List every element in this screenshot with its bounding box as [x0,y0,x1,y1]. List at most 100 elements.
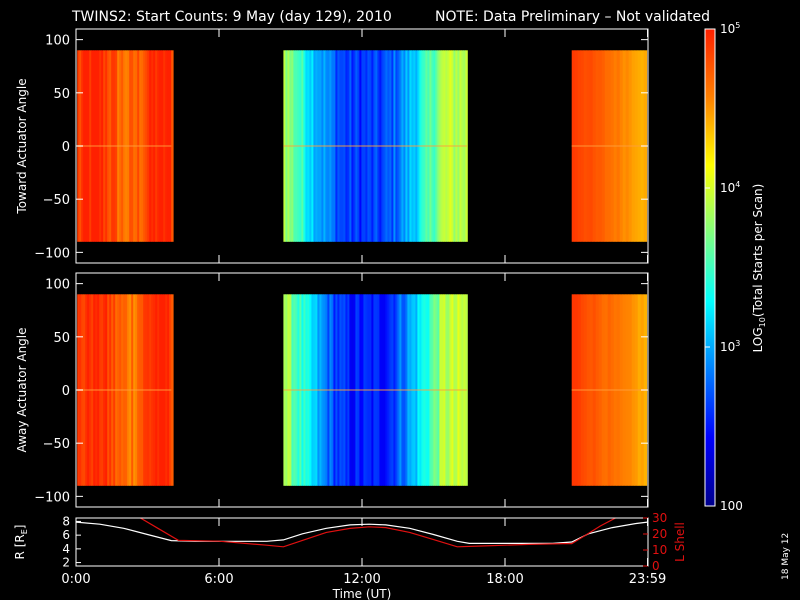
heatmap-column [157,294,160,486]
heatmap-column [169,294,172,486]
heatmap-column [309,50,312,242]
heatmap-column [457,50,460,242]
heatmap-column [409,294,412,486]
heatmap-column [387,50,390,242]
heatmap-column [339,294,342,486]
heatmap-column [285,50,288,242]
heatmap-column [89,294,92,486]
heatmap-column [125,50,128,242]
heatmap-column [301,294,304,486]
heatmap-column [395,294,398,486]
heatmap-column [347,50,350,242]
heatmap-column [103,50,106,242]
heatmap-column [343,294,346,486]
heatmap-column [133,294,136,486]
heatmap-column [155,294,158,486]
heatmap-column [399,294,402,486]
heatmap-column [153,50,156,242]
heatmap-column [451,294,454,486]
heatmap-column [433,294,436,486]
heatmap-column [373,294,376,486]
heatmap-column [117,50,120,242]
heatmap-column [413,50,416,242]
heatmap-column [345,50,348,242]
heatmap-column [121,294,124,486]
heatmap-column [313,50,316,242]
colorbar-tick-label: 100 [720,499,743,513]
heatmap-column [105,50,108,242]
heatmap-column [610,50,615,242]
heatmap-column [574,294,579,486]
x-tick-label: 6:00 [204,572,233,587]
heatmap-column [289,50,292,242]
heatmap-column [457,294,460,486]
heatmap-column [613,294,618,486]
heatmap-column [163,50,166,242]
heatmap-column [283,50,286,242]
heatmap-column [113,294,116,486]
colorbar: 100 103 104 105 LOG10(Total Starts per Scan… [704,21,767,513]
heatmap-column [363,294,366,486]
colorbar-gradient [705,29,715,506]
heatmap-column [453,294,456,486]
heatmap-column [391,294,394,486]
heatmap-column [595,50,600,242]
heatmap-column [283,294,286,486]
toward-y-label: Toward Actuator Angle [15,78,29,214]
heatmap-column [135,294,138,486]
heatmap-column [97,50,100,242]
heatmap-column [139,50,142,242]
heatmap-column [375,294,378,486]
heatmap-column [147,50,150,242]
heatmap-column [333,294,336,486]
heatmap-column [616,294,621,486]
heatmap-column [341,50,344,242]
heatmap-column [423,294,426,486]
heatmap-column [117,294,120,486]
heatmap-column [625,50,630,242]
heatmap-column [159,294,162,486]
heatmap-column [580,50,585,242]
heatmap-column [459,294,462,486]
heatmap-column [613,50,618,242]
heatmap-column [381,50,384,242]
heatmap-column [637,294,642,486]
heatmap-column [589,294,594,486]
heatmap-column [131,50,134,242]
heatmap-column [285,294,288,486]
heatmap-column [607,50,612,242]
heatmap-column [335,294,338,486]
heatmap-column [303,50,306,242]
side-date-stamp: 18 May 12 [781,533,791,580]
heatmap-column [355,50,358,242]
heatmap-column [109,294,112,486]
heatmap-column [293,294,296,486]
y-right-tick-label: 30 [652,511,667,525]
heatmap-column [83,294,86,486]
y-tick-label: 6 [62,528,70,542]
heatmap-column [341,294,344,486]
heatmap-column [429,294,432,486]
heatmap-column [99,50,102,242]
heatmap-column [371,294,374,486]
heatmap-column [155,50,158,242]
heatmap-column [331,50,334,242]
colorbar-tick-label: 104 [720,180,740,195]
heatmap-column [379,294,382,486]
heatmap-column [291,294,294,486]
heatmap-column [141,294,144,486]
heatmap-column [357,294,360,486]
heatmap-column [151,50,154,242]
heatmap-column [377,294,380,486]
heatmap-column [327,294,330,486]
y-right-tick-label: 10 [652,543,667,557]
y-tick-label: 100 [45,34,70,49]
heatmap-column [85,294,88,486]
heatmap-column [427,294,430,486]
heatmap-column [111,50,114,242]
heatmap-column [417,50,420,242]
heatmap-column [439,50,442,242]
heatmap-column [127,50,130,242]
heatmap-column [127,294,130,486]
